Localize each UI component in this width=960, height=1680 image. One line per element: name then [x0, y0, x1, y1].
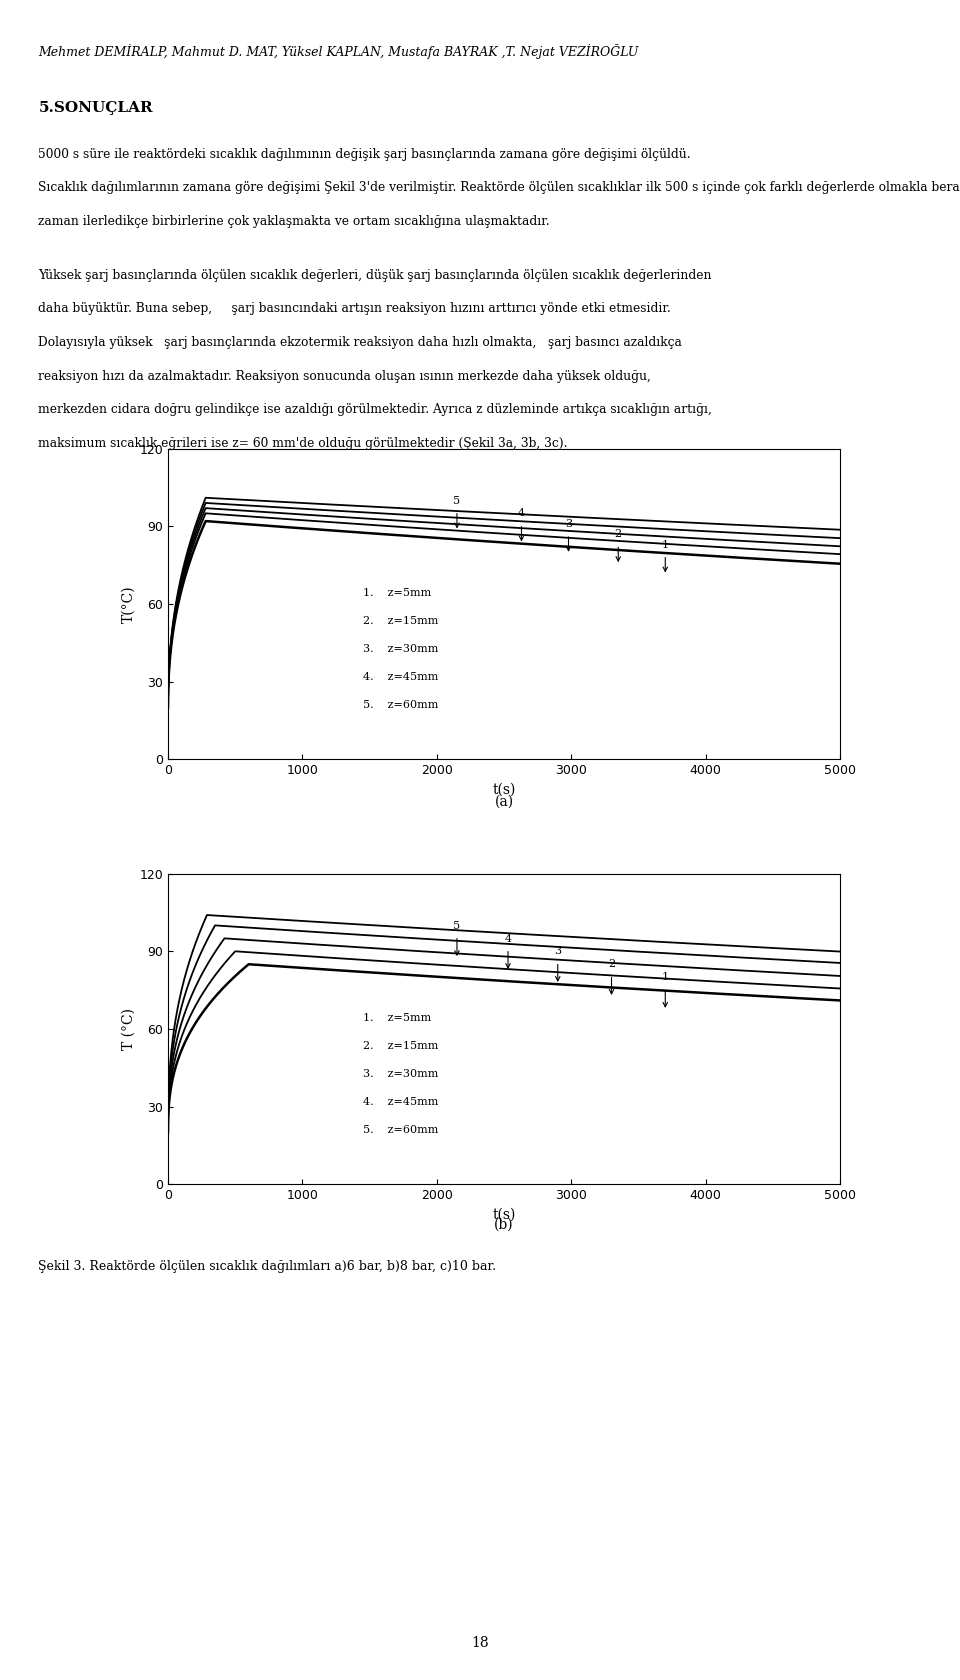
Text: 5: 5	[453, 496, 461, 506]
Text: 3.    z=30mm: 3. z=30mm	[363, 645, 439, 655]
Text: (a): (a)	[494, 795, 514, 808]
Text: reaksiyon hızı da azalmaktadır. Reaksiyon sonucunda oluşan ısının merkezde daha : reaksiyon hızı da azalmaktadır. Reaksiyo…	[38, 370, 651, 383]
Text: 5000 s süre ile reaktördeki sıcaklık dağılımının değişik şarj basınçlarında zama: 5000 s süre ile reaktördeki sıcaklık dağ…	[38, 148, 691, 161]
Text: 3.    z=30mm: 3. z=30mm	[363, 1070, 439, 1080]
Text: 1: 1	[661, 973, 669, 983]
Text: Şekil 3. Reaktörde ölçülen sıcaklık dağılımları a)6 bar, b)8 bar, c)10 bar.: Şekil 3. Reaktörde ölçülen sıcaklık dağı…	[38, 1260, 496, 1273]
Text: merkezden cidara doğru gelindikçe ise azaldığı görülmektedir. Ayrıca z düzlemind: merkezden cidara doğru gelindikçe ise az…	[38, 403, 712, 417]
Y-axis label: T (°C): T (°C)	[121, 1008, 135, 1050]
Text: Mehmet DEMİRALP, Mahmut D. MAT, Yüksel KAPLAN, Mustafa BAYRAK ,T. Nejat VEZİROĞL: Mehmet DEMİRALP, Mahmut D. MAT, Yüksel K…	[38, 44, 638, 59]
Text: Dolayısıyla yüksek   şarj basınçlarında ekzotermik reaksiyon daha hızlı olmakta,: Dolayısıyla yüksek şarj basınçlarında ek…	[38, 336, 683, 349]
Text: 5.SONUÇLAR: 5.SONUÇLAR	[38, 101, 153, 114]
Text: 5.    z=60mm: 5. z=60mm	[363, 701, 439, 711]
Text: 1.    z=5mm: 1. z=5mm	[363, 1013, 431, 1023]
Text: Sıcaklık dağılımlarının zamana göre değişimi Şekil 3'de verilmiştir. Reaktörde ö: Sıcaklık dağılımlarının zamana göre deği…	[38, 181, 960, 195]
Text: 1.    z=5mm: 1. z=5mm	[363, 588, 431, 598]
Text: 2.    z=15mm: 2. z=15mm	[363, 617, 439, 627]
Y-axis label: T(°C): T(°C)	[121, 585, 135, 623]
Text: 4: 4	[517, 509, 525, 519]
Text: 5.    z=60mm: 5. z=60mm	[363, 1126, 439, 1136]
Text: 3: 3	[554, 946, 562, 956]
Text: maksimum sıcaklık eğrileri ise z= 60 mm'de olduğu görülmektedir (Şekil 3a, 3b, 3: maksimum sıcaklık eğrileri ise z= 60 mm'…	[38, 437, 568, 450]
Text: 4.    z=45mm: 4. z=45mm	[363, 672, 439, 682]
Text: daha büyüktür. Buna sebep,     şarj basıncındaki artışın reaksiyon hızını arttır: daha büyüktür. Buna sebep, şarj basıncın…	[38, 302, 671, 316]
Text: zaman ilerledikçe birbirlerine çok yaklaşmakta ve ortam sıcaklığına ulaşmaktadır: zaman ilerledikçe birbirlerine çok yakla…	[38, 215, 550, 228]
Text: (b): (b)	[494, 1218, 514, 1231]
Text: 5: 5	[453, 921, 461, 931]
Text: 4: 4	[504, 934, 512, 944]
Text: 2: 2	[614, 529, 622, 539]
Text: 18: 18	[471, 1636, 489, 1650]
Text: 2: 2	[608, 959, 615, 969]
X-axis label: t(s): t(s)	[492, 1208, 516, 1221]
Text: 3: 3	[564, 519, 572, 529]
Text: Yüksek şarj basınçlarında ölçülen sıcaklık değerleri, düşük şarj basınçlarında ö: Yüksek şarj basınçlarında ölçülen sıcakl…	[38, 269, 712, 282]
X-axis label: t(s): t(s)	[492, 783, 516, 796]
Text: 4.    z=45mm: 4. z=45mm	[363, 1097, 439, 1107]
Text: 2.    z=15mm: 2. z=15mm	[363, 1042, 439, 1052]
Text: 1: 1	[661, 539, 669, 549]
